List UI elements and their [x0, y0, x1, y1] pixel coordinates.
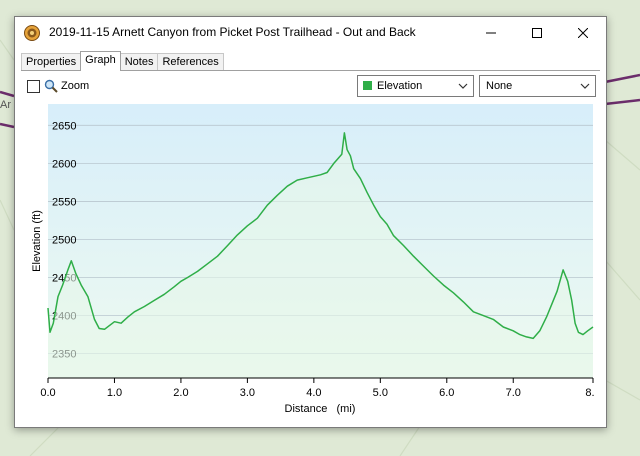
magnifier-icon: [44, 79, 58, 93]
title-bar[interactable]: 2019-11-15 Arnett Canyon from Picket Pos…: [15, 17, 606, 49]
zoom-checkbox[interactable]: [27, 79, 40, 93]
chevron-down-icon: [458, 83, 468, 89]
zoom-control: Zoom: [27, 78, 89, 94]
x-tick-label: 4.0: [306, 387, 321, 399]
y-tick-label: 2550: [52, 196, 76, 208]
close-button[interactable]: [560, 17, 606, 49]
tab-notes[interactable]: Notes: [119, 53, 159, 71]
window-title: 2019-11-15 Arnett Canyon from Picket Pos…: [49, 25, 416, 39]
series-select[interactable]: Elevation: [357, 75, 474, 97]
series-color-swatch: [363, 81, 372, 90]
x-tick-label: 2.0: [173, 387, 188, 399]
elevation-area-fill: [48, 132, 593, 378]
app-logo-icon: [24, 25, 40, 41]
close-icon: [578, 28, 588, 38]
elevation-chart[interactable]: 2350240024502500255026002650 0.01.02.03.…: [29, 103, 595, 421]
secondary-select-value: None: [486, 80, 513, 92]
x-tick-label: 5.0: [373, 387, 388, 399]
minimize-icon: [486, 32, 496, 34]
y-tick-label: 2650: [52, 120, 76, 132]
track-properties-window: 2019-11-15 Arnett Canyon from Picket Pos…: [14, 16, 607, 428]
x-tick-label: 7.0: [506, 387, 521, 399]
tab-divider: [21, 70, 600, 71]
x-tick-label: 0.0: [40, 387, 55, 399]
x-axis-label: Distance (mi): [285, 403, 356, 415]
x-axis-ticks: 0.0 1.0 2.0 3.0 4.0 5.0 6.0 7.0 8.2: [40, 378, 595, 399]
x-tick-label: 3.0: [240, 387, 255, 399]
y-tick-label: 2500: [52, 234, 76, 246]
tab-references[interactable]: References: [157, 53, 224, 71]
y-axis-label: Elevation (ft): [31, 210, 43, 272]
tab-graph[interactable]: Graph: [80, 51, 121, 71]
elevation-series-line: [47, 132, 594, 340]
y-tick-label: 2600: [52, 158, 76, 170]
map-label: Ar: [0, 99, 11, 111]
x-tick-label: 1.0: [107, 387, 122, 399]
chevron-down-icon: [580, 83, 590, 89]
series-select-value: Elevation: [377, 80, 423, 92]
minimize-button[interactable]: [468, 17, 514, 49]
zoom-label: Zoom: [61, 80, 90, 92]
maximize-icon: [532, 28, 542, 38]
x-tick-label: 6.0: [439, 387, 454, 399]
x-tick-label: 8.2: [585, 387, 595, 399]
tab-strip: Properties Graph Notes References: [21, 51, 224, 71]
maximize-button[interactable]: [514, 17, 560, 49]
tab-properties[interactable]: Properties: [21, 53, 82, 71]
secondary-series-select[interactable]: None: [479, 75, 596, 97]
